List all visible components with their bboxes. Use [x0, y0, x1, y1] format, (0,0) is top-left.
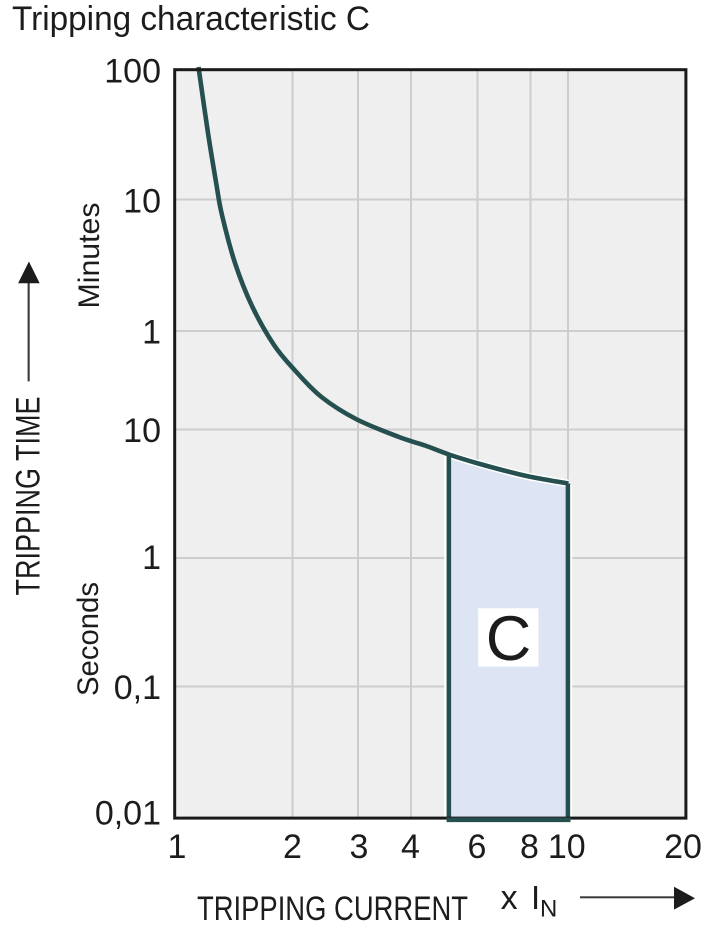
svg-text:3: 3: [350, 828, 369, 866]
svg-text:2: 2: [283, 828, 302, 866]
svg-text:Minutes: Minutes: [73, 203, 106, 309]
svg-text:1: 1: [142, 313, 161, 351]
svg-text:10: 10: [548, 828, 586, 866]
svg-text:20: 20: [664, 828, 702, 866]
svg-text:10: 10: [123, 412, 161, 450]
svg-text:TRIPPING CURRENT: TRIPPING CURRENT: [197, 890, 468, 928]
svg-text:8: 8: [520, 828, 539, 866]
svg-text:0,01: 0,01: [95, 794, 161, 832]
svg-text:TRIPPING TIME: TRIPPING TIME: [10, 397, 48, 596]
svg-text:Tripping characteristic C: Tripping characteristic C: [12, 0, 370, 38]
svg-text:10: 10: [123, 183, 161, 221]
svg-text:6: 6: [468, 828, 487, 866]
svg-text:100: 100: [104, 53, 161, 91]
svg-text:x: x: [501, 879, 518, 917]
svg-text:0,1: 0,1: [114, 669, 161, 707]
svg-text:N: N: [540, 896, 557, 923]
svg-text:4: 4: [401, 828, 420, 866]
svg-text:1: 1: [168, 828, 187, 866]
svg-text:C: C: [486, 604, 532, 674]
svg-text:Seconds: Seconds: [72, 582, 105, 696]
svg-text:I: I: [531, 879, 540, 916]
svg-text:1: 1: [142, 539, 161, 577]
